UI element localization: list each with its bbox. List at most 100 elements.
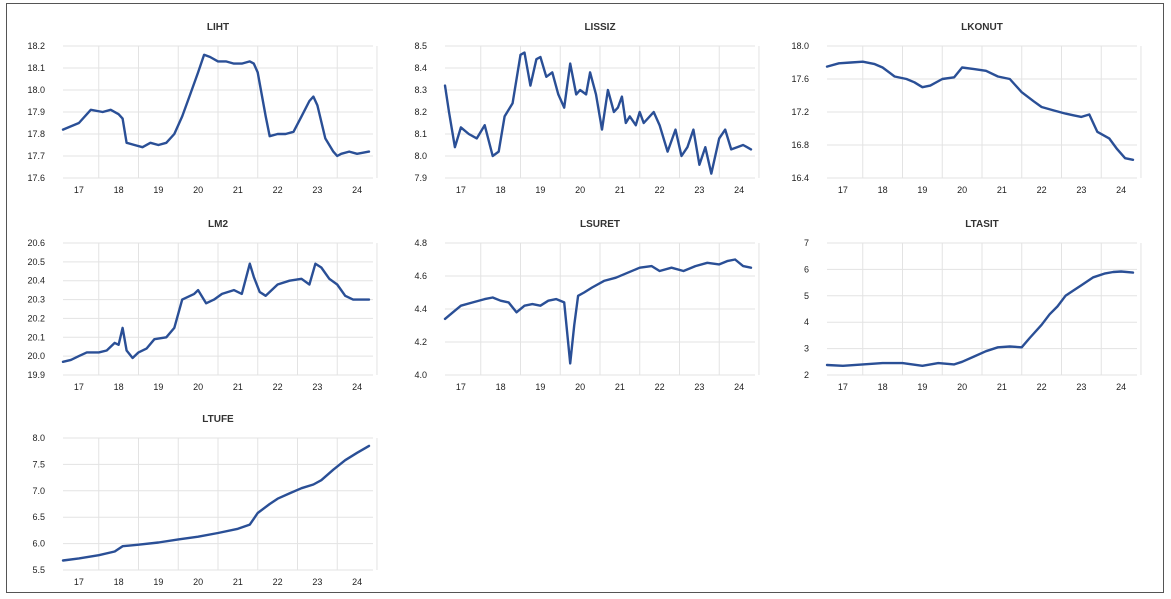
x-tick-label: 20 — [575, 185, 585, 195]
x-tick-label: 21 — [233, 185, 243, 195]
y-tick-label: 5 — [804, 291, 809, 301]
chart-lm2: LM2 19.9 20.0 20.1 20.2 20.3 20.4 20.5 20.6 17 18 1… — [27, 219, 378, 392]
y-tick-label: 5.5 — [32, 565, 45, 575]
x-tick-label: 23 — [1076, 185, 1086, 195]
y-tick-label: 6 — [804, 264, 809, 274]
y-tick-label: 8.0 — [32, 433, 45, 443]
chart-liht: LIHT 17.6 17.7 17.8 17.9 18.0 18.1 18.2 17 18 19 20… — [27, 22, 378, 195]
x-tick-label: 21 — [615, 382, 625, 392]
y-tick-label: 4.0 — [414, 370, 427, 380]
x-tick-label: 20 — [193, 577, 203, 587]
x-tick-label: 23 — [312, 577, 322, 587]
x-tick-label: 21 — [615, 185, 625, 195]
y-tick-label: 20.2 — [27, 313, 45, 323]
x-tick-label: 24 — [1116, 382, 1126, 392]
chart-title-lissiz: LISSIZ — [584, 22, 615, 33]
y-tick-label: 17.7 — [27, 151, 45, 161]
series-line-ltasit — [825, 270, 1135, 368]
x-tick-label: 18 — [496, 382, 506, 392]
x-tick-label: 18 — [878, 382, 888, 392]
x-tick-label: 18 — [496, 185, 506, 195]
y-tick-label: 20.4 — [27, 276, 45, 286]
series-line-lm2 — [61, 262, 371, 364]
y-tick-label: 18.1 — [27, 63, 45, 73]
x-tick-label: 19 — [917, 382, 927, 392]
x-tick-label: 23 — [312, 382, 322, 392]
y-tick-label: 4 — [804, 317, 809, 327]
y-tick-label: 8.2 — [414, 107, 427, 117]
y-tick-label: 17.6 — [27, 173, 45, 183]
x-tick-label: 19 — [535, 185, 545, 195]
y-tick-label: 7.0 — [32, 486, 45, 496]
y-tick-label: 20.3 — [27, 295, 45, 305]
y-tick-label: 18.0 — [791, 41, 809, 51]
chart-title-liht: LIHT — [207, 22, 229, 33]
x-tick-label: 23 — [694, 382, 704, 392]
y-tick-label: 17.9 — [27, 107, 45, 117]
x-tick-label: 18 — [114, 577, 124, 587]
x-tick-label: 24 — [734, 185, 744, 195]
x-tick-label: 18 — [878, 185, 888, 195]
series-line-ltufe — [61, 444, 371, 562]
chart-title-lm2: LM2 — [208, 219, 228, 230]
chart-panel-lm2: LM2 19.9 20.0 20.1 20.2 20.3 20.4 20.5 20.6 17 18 1… — [17, 209, 383, 394]
x-tick-label: 24 — [352, 382, 362, 392]
chart-panel-lissiz: LISSIZ 7.9 8.0 8.1 8.2 8.3 8.4 8.5 17 18 19 20 21 22 2… — [399, 12, 765, 197]
y-tick-label: 20.5 — [27, 257, 45, 267]
x-tick-label: 24 — [352, 185, 362, 195]
chart-panel-lkonut: LKONUT 16.4 16.8 17.2 17.6 18.0 17 18 19 20 21 22 23… — [781, 12, 1147, 197]
x-tick-label: 21 — [233, 577, 243, 587]
y-tick-label: 16.8 — [791, 140, 809, 150]
y-tick-label: 7 — [804, 238, 809, 248]
y-tick-label: 20.1 — [27, 332, 45, 342]
x-tick-label: 20 — [957, 185, 967, 195]
x-tick-label: 21 — [997, 382, 1007, 392]
y-tick-label: 2 — [804, 370, 809, 380]
series-line-lissiz — [443, 51, 753, 175]
x-tick-label: 18 — [114, 185, 124, 195]
x-tick-label: 20 — [957, 382, 967, 392]
chart-lsuret: LSURET 4.0 4.2 4.4 4.6 4.8 17 18 19 20 21 22 23 24 — [414, 219, 760, 392]
chart-lkonut: LKONUT 16.4 16.8 17.2 17.6 18.0 17 18 19 20 21 22 23… — [791, 22, 1142, 195]
x-tick-label: 17 — [74, 185, 84, 195]
y-tick-label: 7.5 — [32, 459, 45, 469]
x-tick-label: 19 — [917, 185, 927, 195]
x-tick-label: 17 — [838, 382, 848, 392]
chart-ltufe: LTUFE 5.5 6.0 6.5 7.0 7.5 8.0 17 18 19 20 21 22 23 24 — [32, 414, 378, 587]
y-tick-label: 18.2 — [27, 41, 45, 51]
y-tick-label: 17.2 — [791, 107, 809, 117]
y-tick-label: 17.6 — [791, 74, 809, 84]
x-tick-label: 20 — [575, 382, 585, 392]
y-tick-label: 4.2 — [414, 337, 427, 347]
y-tick-label: 8.0 — [414, 151, 427, 161]
chart-lissiz: LISSIZ 7.9 8.0 8.1 8.2 8.3 8.4 8.5 17 18 19 20 21 22 2… — [414, 22, 760, 195]
x-tick-label: 24 — [734, 382, 744, 392]
y-tick-label: 16.4 — [791, 173, 809, 183]
x-tick-label: 20 — [193, 382, 203, 392]
figure-frame: LIHT 17.6 17.7 17.8 17.9 18.0 18.1 18.2 17 18 19 20… — [6, 3, 1164, 593]
x-tick-label: 22 — [655, 382, 665, 392]
chart-panel-ltasit: LTASIT 2 3 4 5 6 7 17 18 19 20 21 22 23 24 — [781, 209, 1147, 394]
x-tick-label: 20 — [193, 185, 203, 195]
x-tick-label: 18 — [114, 382, 124, 392]
x-tick-label: 21 — [997, 185, 1007, 195]
y-tick-label: 4.8 — [414, 238, 427, 248]
y-tick-label: 8.4 — [414, 63, 427, 73]
y-tick-label: 8.5 — [414, 41, 427, 51]
y-tick-label: 7.9 — [414, 173, 427, 183]
x-tick-label: 22 — [1037, 382, 1047, 392]
x-tick-label: 22 — [273, 577, 283, 587]
x-tick-label: 17 — [74, 577, 84, 587]
chart-panel-ltufe: LTUFE 5.5 6.0 6.5 7.0 7.5 8.0 17 18 19 20 21 22 23 24 — [17, 404, 383, 589]
x-tick-label: 22 — [655, 185, 665, 195]
y-tick-label: 20.6 — [27, 238, 45, 248]
chart-panel-lsuret: LSURET 4.0 4.2 4.4 4.6 4.8 17 18 19 20 21 22 23 24 — [399, 209, 765, 394]
chart-title-lsuret: LSURET — [580, 219, 620, 230]
series-line-lsuret — [443, 258, 753, 365]
x-tick-label: 17 — [456, 382, 466, 392]
x-tick-label: 24 — [1116, 185, 1126, 195]
y-tick-label: 8.1 — [414, 129, 427, 139]
y-tick-label: 8.3 — [414, 85, 427, 95]
x-tick-label: 19 — [535, 382, 545, 392]
